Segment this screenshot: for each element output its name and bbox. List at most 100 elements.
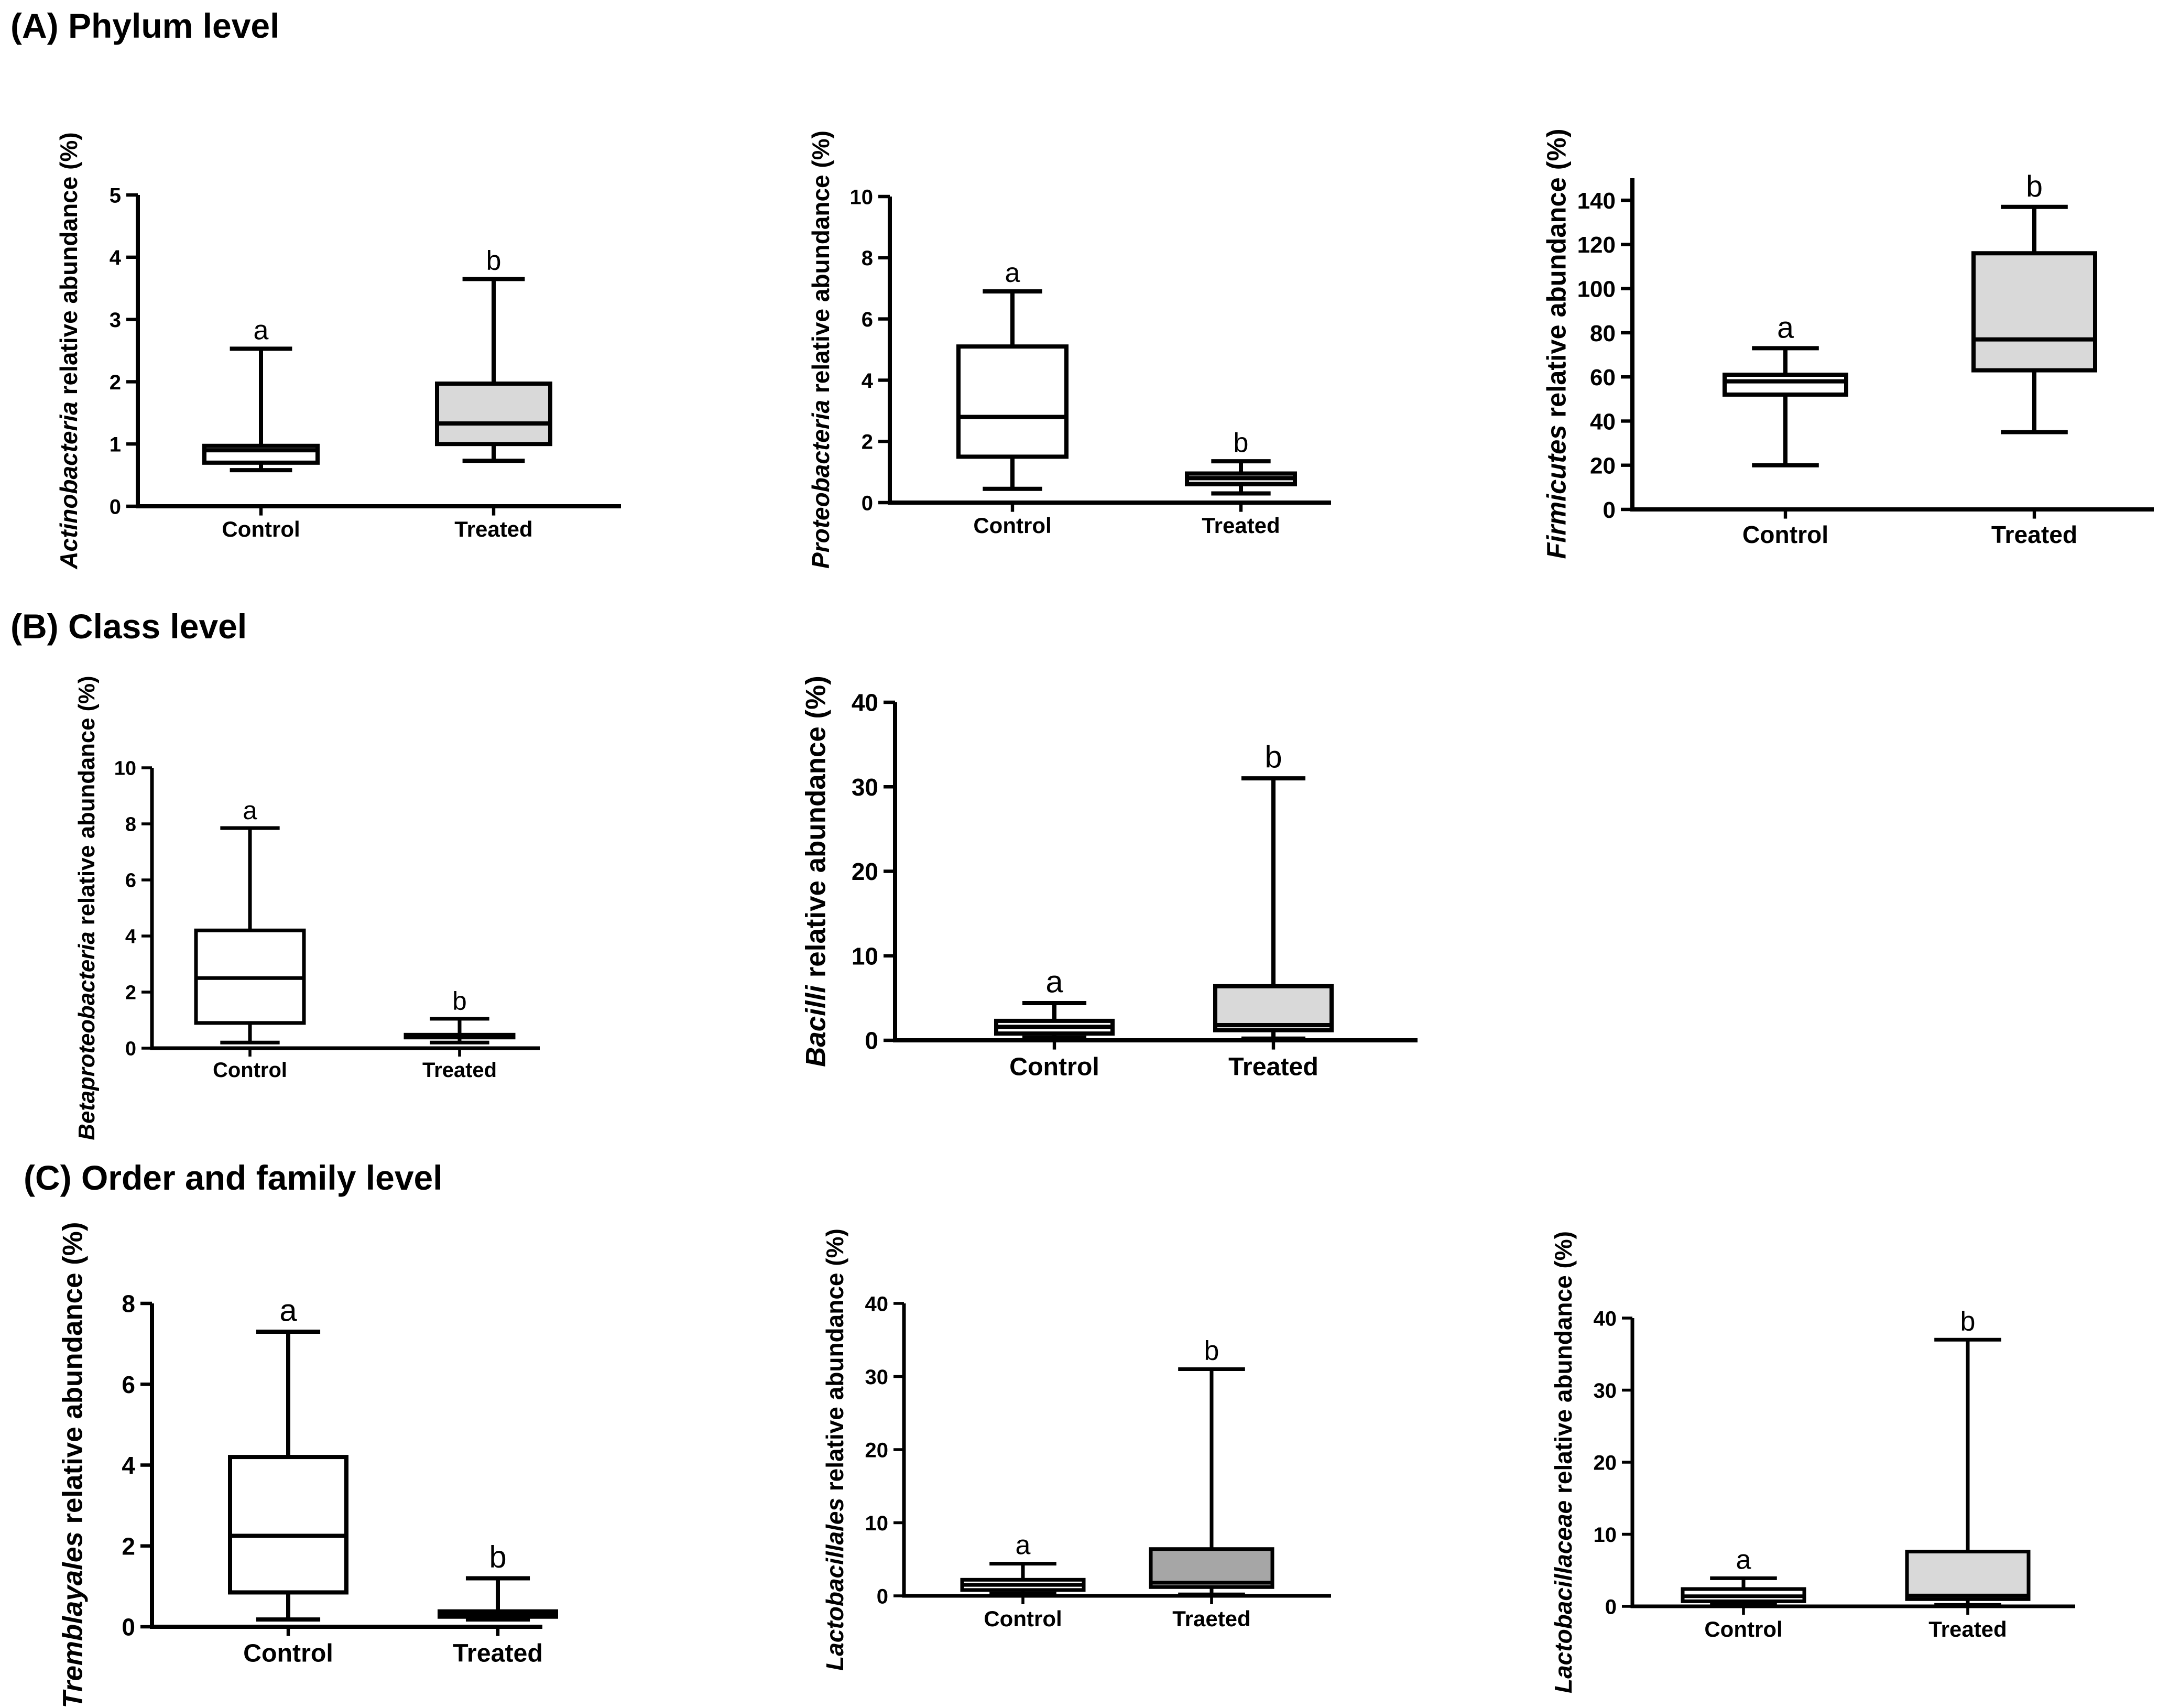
box-plot-4: 0 2 4 6 8 10 Betaproteobacteria relative abund… xyxy=(74,676,540,1140)
box-control: a Control xyxy=(202,315,320,541)
y-tick-label: 10 xyxy=(852,942,878,970)
iqr-box xyxy=(435,381,552,447)
y-axis-label: Lactobacillales relative abundance (%) xyxy=(821,1228,848,1671)
significance-letter: a xyxy=(1045,964,1063,999)
significance-letter: b xyxy=(489,1539,506,1574)
box-plot-7: 0 10 20 30 40 Lactobacillales relative abunda… xyxy=(821,1228,1331,1671)
iqr-box xyxy=(1905,1550,2031,1601)
box-plot-8: 0 10 20 30 40 Lactobacillaceae relative abund… xyxy=(1550,1231,2075,1693)
y-axis-label-taxon: Bacilli xyxy=(801,985,832,1067)
box-control: a Control xyxy=(194,796,306,1082)
y-tick-label: 3 xyxy=(110,309,121,332)
y-axis-label-unit: relative abundance (%) xyxy=(1541,129,1571,425)
section-title-c: (C) Order and family level xyxy=(24,1158,443,1197)
box-treated: b Treated xyxy=(1213,739,1334,1081)
y-tick-label: 30 xyxy=(1594,1379,1617,1402)
y-tick-label: 40 xyxy=(1590,409,1616,434)
x-category-label: Control xyxy=(984,1606,1062,1631)
y-tick-label: 8 xyxy=(862,247,873,270)
y-tick-label: 10 xyxy=(1594,1524,1617,1547)
iqr-box xyxy=(1723,372,1848,397)
y-axis-label-taxon: Firmicutes xyxy=(1541,425,1571,559)
significance-letter: b xyxy=(452,987,466,1016)
iqr-box xyxy=(1213,984,1334,1032)
box-plot-1: 0 1 2 3 4 5 Actinobacteria relative abundance … xyxy=(55,132,621,570)
y-tick-label: 0 xyxy=(110,495,121,518)
y-tick-label: 0 xyxy=(1605,1595,1617,1618)
y-tick-label: 0 xyxy=(862,492,873,515)
y-tick-label: 40 xyxy=(1594,1307,1617,1330)
significance-letter: a xyxy=(243,796,257,825)
y-tick-label: 4 xyxy=(125,926,136,948)
x-category-label: Control xyxy=(222,517,300,541)
y-axis-label: Actinobacteria relative abundance (%) xyxy=(55,132,82,569)
y-tick-label: 100 xyxy=(1577,277,1616,302)
box-plot-2: 0 2 4 6 8 10 Proteobacteria relative abundance… xyxy=(807,130,1331,569)
box-plot-5: 0 10 20 30 40 Bacilli relative abundance (%) a… xyxy=(801,676,1418,1081)
y-tick-label: 5 xyxy=(110,184,121,207)
y-tick-label: 20 xyxy=(1594,1451,1617,1474)
y-tick-label: 6 xyxy=(125,870,136,892)
significance-letter: b xyxy=(486,245,502,276)
x-category-label: Treated xyxy=(1991,521,2077,548)
y-tick-label: 0 xyxy=(125,1038,136,1060)
y-tick-label: 40 xyxy=(852,689,878,716)
y-tick-label: 2 xyxy=(125,982,136,1004)
box-treated: b Treated xyxy=(1905,1306,2031,1641)
y-tick-label: 2 xyxy=(110,371,121,394)
y-tick-label: 8 xyxy=(122,1290,135,1318)
iqr-box xyxy=(228,1455,348,1595)
x-category-label: Treated xyxy=(454,517,532,541)
y-axis-label-unit: relative abundance (%) xyxy=(74,676,100,931)
y-tick-label: 0 xyxy=(865,1027,878,1054)
y-tick-label: 8 xyxy=(125,814,136,836)
significance-letter: a xyxy=(254,315,269,345)
y-axis-label-unit: relative abundance (%) xyxy=(807,130,834,400)
y-axis-label: Bacilli relative abundance (%) xyxy=(801,676,832,1067)
y-axis-label-unit: relative abundance (%) xyxy=(58,1222,89,1532)
y-tick-label: 10 xyxy=(865,1512,889,1535)
y-axis-label-unit: relative abundance (%) xyxy=(55,132,82,401)
y-tick-label: 20 xyxy=(1590,453,1616,479)
y-tick-label: 140 xyxy=(1577,188,1616,214)
significance-letter: a xyxy=(279,1292,297,1328)
box-treated: b Treated xyxy=(1971,170,2097,548)
box-control: a Control xyxy=(960,1530,1086,1631)
x-category-label: Treated xyxy=(1228,1053,1318,1081)
significance-letter: b xyxy=(1234,428,1249,458)
y-tick-label: 6 xyxy=(122,1371,135,1398)
y-tick-label: 0 xyxy=(1603,497,1616,523)
y-tick-label: 10 xyxy=(850,186,874,209)
x-category-label: Treated xyxy=(1202,513,1280,538)
y-tick-label: 20 xyxy=(865,1439,889,1462)
y-axis-label-taxon: Tremblayales xyxy=(58,1531,89,1708)
box-plot-6: 0 2 4 6 8 Tremblayales relative abundance (%)… xyxy=(58,1222,558,1708)
y-tick-label: 30 xyxy=(865,1366,889,1389)
box-treated: b Treated xyxy=(404,987,516,1082)
y-tick-label: 20 xyxy=(852,858,878,885)
significance-letter: a xyxy=(1005,258,1020,288)
x-category-label: Treated xyxy=(422,1059,497,1082)
x-category-label: Control xyxy=(243,1639,333,1668)
significance-letter: b xyxy=(1960,1306,1976,1336)
significance-letter: a xyxy=(1777,311,1794,345)
y-tick-label: 2 xyxy=(862,431,873,454)
y-axis-label: Proteobacteria relative abundance (%) xyxy=(807,130,834,569)
y-axis-label-taxon: Lactobacillales xyxy=(821,1498,848,1671)
significance-letter: b xyxy=(1204,1336,1219,1366)
x-category-label: Traeted xyxy=(1172,1606,1250,1631)
y-axis-label-unit: relative abundance (%) xyxy=(1550,1231,1577,1500)
y-axis-label-taxon: Actinobacteria xyxy=(55,401,82,570)
x-category-label: Treated xyxy=(1928,1617,2007,1641)
y-tick-label: 0 xyxy=(122,1614,135,1641)
y-axis-label-unit: relative abundance (%) xyxy=(821,1228,848,1498)
x-category-label: Control xyxy=(1704,1617,1782,1641)
y-axis-label-taxon: Lactobacillaceae xyxy=(1550,1500,1577,1693)
y-tick-label: 120 xyxy=(1577,232,1616,258)
box-treated: b Treated xyxy=(435,245,552,541)
y-tick-label: 10 xyxy=(114,758,136,780)
y-tick-label: 4 xyxy=(122,1452,135,1479)
y-axis-label-unit: relative abundance (%) xyxy=(801,676,832,985)
